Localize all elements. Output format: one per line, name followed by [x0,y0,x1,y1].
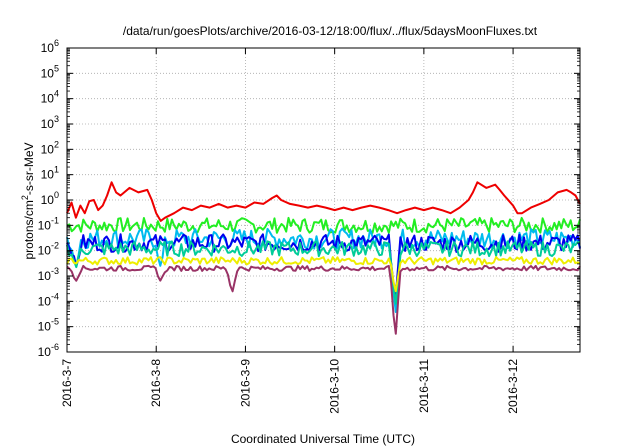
x-tick-label: 2016-3-11 [417,359,431,413]
y-tick-label-base: 10 [41,66,55,80]
y-tick-label-exponent: -6 [51,342,59,352]
y-tick-label: 104 [41,89,59,106]
x-axis: 2016-3-7 2016-3-8 2016-3-9 2016-3-10 2016-3-… [60,48,520,414]
y-tick-label-exponent: 6 [54,38,59,48]
y-tick-label-exponent: 4 [54,89,59,99]
y-tick-label-base: 10 [41,168,55,182]
y-tick-label-exponent: -3 [51,266,59,276]
y-tick-label-exponent: -5 [51,317,59,327]
y-axis: 10610510410310210110010-110-210-310-410-… [38,38,580,359]
grid-lines [67,48,580,352]
series-group [66,181,581,335]
chart-title: /data/run/goesPlots/archive/2016-03-12/1… [123,24,538,38]
y-tick-label: 10-3 [38,266,59,283]
y-tick-label: 106 [41,38,59,55]
y-tick-label-base: 10 [38,244,52,258]
series-line-5 [66,256,581,293]
y-tick-label-exponent: -2 [51,241,59,251]
y-tick-label-exponent: 3 [54,114,59,124]
y-tick-label: 10-1 [38,215,59,232]
y-tick-label-exponent: 5 [54,63,59,73]
y-tick-label-exponent: 1 [54,165,59,175]
y-tick-label-exponent: 2 [54,139,59,149]
y-tick-label-base: 10 [41,117,55,131]
series-line-1 [66,216,581,234]
y-tick-label-exponent: 0 [54,190,59,200]
x-tick-label: 2016-3-12 [506,359,520,414]
y-axis-title-pre: protons/cm [22,200,36,259]
y-tick-label: 10-6 [38,342,59,359]
y-tick-label: 10-4 [38,291,59,308]
y-tick-label-base: 10 [41,193,55,207]
plot-frame [66,47,581,353]
x-tick-label: 2016-3-10 [328,359,342,414]
y-tick-label: 10-2 [38,241,59,258]
y-tick-label-base: 10 [38,320,52,334]
y-tick-label: 102 [41,139,59,156]
y-tick-label: 101 [41,165,59,182]
y-tick-label: 100 [41,190,59,207]
y-tick-label-base: 10 [38,345,52,359]
y-tick-label: 10-5 [38,317,59,334]
y-axis-title: protons/cm2-s-sr-MeV [20,142,36,259]
y-axis-title-sup: 2 [20,195,30,200]
y-tick-label: 105 [41,63,59,80]
y-tick-label-base: 10 [38,269,52,283]
y-tick-label-exponent: -1 [51,215,59,225]
series-line-2 [66,227,581,313]
x-tick-label: 2016-3-8 [149,359,163,407]
y-axis-title-post: -s-sr-MeV [22,142,36,195]
y-tick-label-base: 10 [41,92,55,106]
x-tick-label: 2016-3-7 [60,359,74,407]
y-tick-label-base: 10 [38,218,52,232]
y-tick-label-base: 10 [41,41,55,55]
y-tick-label: 103 [41,114,59,131]
series-line-4 [66,240,581,305]
series-line-0 [66,181,581,222]
y-tick-label-base: 10 [41,142,55,156]
x-axis-title: Coordinated Universal Time (UTC) [231,432,415,446]
series-line-6 [66,264,581,335]
x-tick-label: 2016-3-9 [238,359,252,407]
y-tick-label-base: 10 [38,294,52,308]
y-tick-label-exponent: -4 [51,291,59,301]
